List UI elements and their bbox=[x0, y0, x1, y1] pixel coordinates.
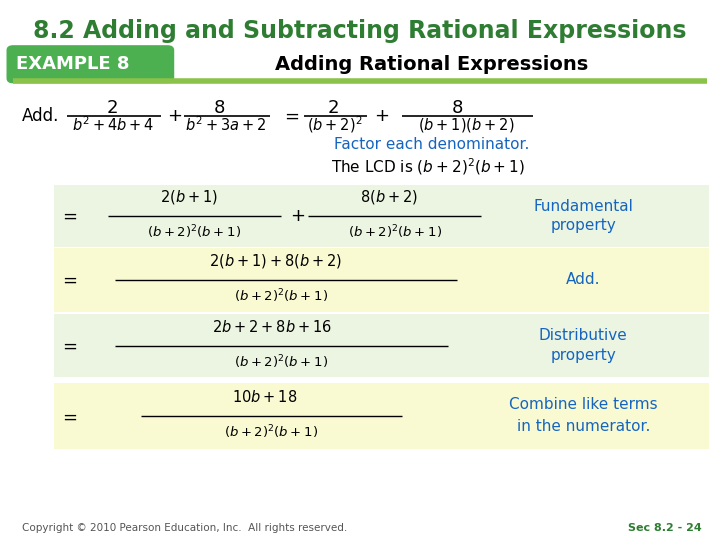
Text: Add.: Add. bbox=[566, 273, 600, 287]
Bar bbox=[54, 185, 709, 247]
Text: $2$: $2$ bbox=[327, 99, 338, 117]
Text: Factor each denominator.: Factor each denominator. bbox=[334, 137, 530, 152]
Text: 8.2 Adding and Subtracting Rational Expressions: 8.2 Adding and Subtracting Rational Expr… bbox=[33, 19, 687, 43]
Text: $(b+2)^2(b+1)$: $(b+2)^2(b+1)$ bbox=[234, 287, 328, 305]
Text: $(b+2)^2(b+1)$: $(b+2)^2(b+1)$ bbox=[348, 223, 441, 241]
Text: $=$: $=$ bbox=[59, 271, 78, 289]
Text: Distributive: Distributive bbox=[539, 328, 628, 343]
Text: $(b+2)^2(b+1)$: $(b+2)^2(b+1)$ bbox=[234, 353, 328, 370]
Text: Combine like terms: Combine like terms bbox=[509, 397, 657, 412]
Text: $2(b+1)+8(b+2)$: $2(b+1)+8(b+2)$ bbox=[210, 252, 342, 270]
Text: $8(b+2)$: $8(b+2)$ bbox=[360, 188, 418, 206]
Text: Copyright © 2010 Pearson Education, Inc.  All rights reserved.: Copyright © 2010 Pearson Education, Inc.… bbox=[22, 523, 347, 533]
Text: $+$: $+$ bbox=[289, 207, 305, 225]
Text: $10b+18$: $10b+18$ bbox=[233, 389, 297, 406]
Text: Add.: Add. bbox=[22, 107, 59, 125]
Text: Sec 8.2 - 24: Sec 8.2 - 24 bbox=[629, 523, 702, 533]
Text: $(b+2)^2$: $(b+2)^2$ bbox=[307, 114, 363, 135]
Text: $2(b+1)$: $2(b+1)$ bbox=[161, 188, 218, 206]
Text: $b^2+3a+2$: $b^2+3a+2$ bbox=[184, 116, 266, 134]
Bar bbox=[54, 248, 709, 312]
Text: $2$: $2$ bbox=[106, 99, 117, 117]
Text: $=$: $=$ bbox=[59, 207, 78, 225]
Text: $+$: $+$ bbox=[167, 107, 183, 125]
FancyBboxPatch shape bbox=[7, 46, 174, 83]
Text: in the numerator.: in the numerator. bbox=[516, 418, 650, 434]
Text: $(b+2)^2(b+1)$: $(b+2)^2(b+1)$ bbox=[148, 223, 241, 241]
Text: EXAMPLE 8: EXAMPLE 8 bbox=[16, 55, 130, 73]
Text: $=$: $=$ bbox=[281, 107, 300, 125]
Text: $8$: $8$ bbox=[451, 99, 463, 117]
Text: property: property bbox=[550, 348, 616, 363]
Bar bbox=[54, 314, 709, 377]
Text: The LCD is $(b + 2)^2(b + 1)$: The LCD is $(b + 2)^2(b + 1)$ bbox=[331, 156, 526, 177]
Text: $+$: $+$ bbox=[374, 107, 390, 125]
Text: $8$: $8$ bbox=[214, 99, 225, 117]
Text: $(b+1)(b+2)$: $(b+1)(b+2)$ bbox=[418, 116, 515, 134]
Text: Adding Rational Expressions: Adding Rational Expressions bbox=[275, 55, 589, 74]
Text: $=$: $=$ bbox=[59, 407, 78, 426]
Text: $(b+2)^2(b+1)$: $(b+2)^2(b+1)$ bbox=[225, 424, 318, 441]
Bar bbox=[54, 383, 709, 449]
Text: property: property bbox=[550, 218, 616, 233]
Text: $b^2+4b+4$: $b^2+4b+4$ bbox=[72, 116, 154, 134]
Text: Fundamental: Fundamental bbox=[534, 199, 633, 213]
Text: $=$: $=$ bbox=[59, 336, 78, 355]
Text: $2b+2+8b+16$: $2b+2+8b+16$ bbox=[212, 319, 332, 335]
